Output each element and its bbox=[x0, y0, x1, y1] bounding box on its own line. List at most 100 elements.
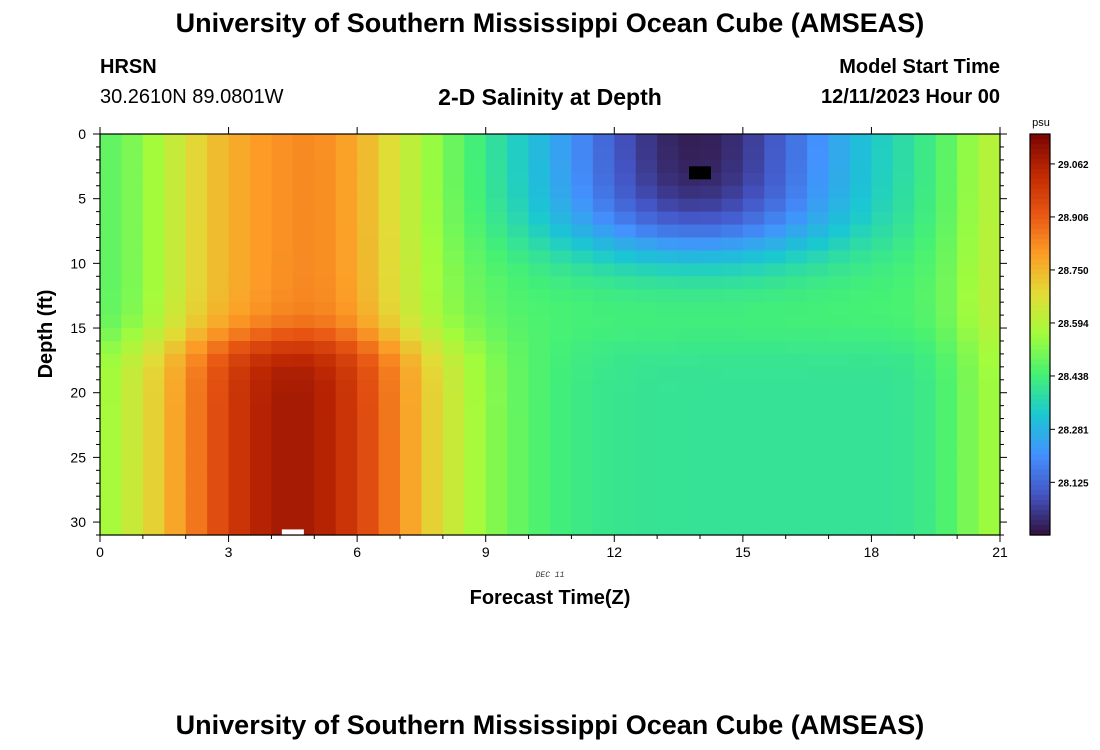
colorbar-segment bbox=[1030, 279, 1050, 285]
heatmap-cell bbox=[507, 392, 530, 407]
heatmap-cell bbox=[528, 134, 551, 148]
heatmap-cell bbox=[592, 134, 615, 148]
heatmap-cell bbox=[185, 483, 208, 497]
heatmap-cell bbox=[764, 289, 787, 303]
heatmap-cell bbox=[335, 496, 358, 510]
heatmap-cell bbox=[378, 418, 401, 433]
heatmap-cell bbox=[764, 509, 787, 523]
heatmap-cell bbox=[142, 392, 165, 407]
heatmap-cell bbox=[721, 496, 744, 510]
colorbar-segment bbox=[1030, 314, 1050, 321]
heatmap-cell bbox=[335, 379, 358, 394]
heatmap-cell bbox=[442, 172, 465, 187]
heatmap-cell bbox=[614, 483, 637, 497]
heatmap-cell bbox=[678, 353, 701, 368]
heatmap-cell bbox=[850, 289, 873, 303]
heatmap-cell bbox=[892, 211, 915, 226]
heatmap-cell bbox=[871, 418, 894, 433]
heatmap-cell bbox=[164, 159, 187, 174]
heatmap-cell bbox=[121, 470, 144, 484]
heatmap-cell bbox=[185, 340, 208, 355]
heatmap-cell bbox=[528, 483, 551, 497]
heatmap-cell bbox=[207, 457, 230, 471]
heatmap-cell bbox=[742, 509, 765, 523]
heatmap-cell bbox=[121, 198, 144, 213]
x-tick-label: 21 bbox=[992, 544, 1008, 560]
heatmap-cell bbox=[785, 302, 808, 316]
heatmap-cell bbox=[871, 146, 894, 161]
heatmap-cell bbox=[850, 483, 873, 497]
heatmap-cell bbox=[357, 315, 380, 329]
heatmap-cell bbox=[142, 418, 165, 433]
heatmap-cell bbox=[742, 457, 765, 471]
heatmap-cell bbox=[228, 289, 251, 303]
heatmap-cell bbox=[228, 237, 251, 252]
heatmap-cell bbox=[614, 509, 637, 523]
heatmap-cell bbox=[657, 328, 680, 342]
heatmap-cell bbox=[228, 302, 251, 316]
heatmap-cell bbox=[335, 483, 358, 497]
heatmap-cell bbox=[550, 328, 573, 342]
heatmap-cell bbox=[957, 496, 980, 510]
heatmap-cell bbox=[357, 457, 380, 471]
heatmap-cell bbox=[635, 340, 658, 355]
heatmap-cell bbox=[507, 224, 530, 239]
heatmap-cell bbox=[550, 302, 573, 316]
heatmap-cell bbox=[100, 250, 123, 264]
heatmap-cell bbox=[121, 250, 144, 264]
heatmap-cell bbox=[421, 496, 444, 510]
heatmap-cell bbox=[807, 289, 830, 303]
heatmap-cell bbox=[742, 522, 765, 536]
heatmap-cell bbox=[485, 496, 508, 510]
heatmap-cell bbox=[228, 224, 251, 239]
heatmap-cell bbox=[464, 263, 487, 277]
heatmap-cell bbox=[550, 405, 573, 420]
page-title: University of Southern Mississippi Ocean… bbox=[175, 8, 925, 38]
heatmap-cell bbox=[978, 146, 1001, 161]
heatmap-cell bbox=[550, 340, 573, 355]
heatmap-cell bbox=[314, 250, 337, 264]
heatmap-cell bbox=[935, 496, 958, 510]
colorbar-tick-label: 28.594 bbox=[1058, 319, 1089, 330]
heatmap-cell bbox=[742, 483, 765, 497]
heatmap-cell bbox=[464, 418, 487, 433]
heatmap-cell bbox=[914, 522, 937, 536]
heatmap-cell bbox=[314, 431, 337, 446]
heatmap-cell bbox=[914, 509, 937, 523]
heatmap-cell bbox=[721, 366, 744, 381]
heatmap-cell bbox=[614, 353, 637, 368]
y-tick-label: 0 bbox=[78, 126, 86, 142]
heatmap-cell bbox=[250, 431, 273, 446]
heatmap-cell bbox=[121, 289, 144, 303]
heatmap-cell bbox=[121, 509, 144, 523]
heatmap-cell bbox=[614, 379, 637, 394]
heatmap-cell bbox=[464, 211, 487, 226]
heatmap-cell bbox=[207, 263, 230, 277]
heatmap-cell bbox=[207, 392, 230, 407]
colorbar-segment bbox=[1030, 524, 1050, 531]
heatmap-cell bbox=[485, 340, 508, 355]
heatmap-cell bbox=[528, 224, 551, 239]
colorbar-tick-label: 28.906 bbox=[1058, 213, 1089, 224]
heatmap-cell bbox=[678, 392, 701, 407]
heatmap-cell bbox=[957, 379, 980, 394]
heatmap-cell bbox=[335, 159, 358, 174]
heatmap-cell bbox=[335, 315, 358, 329]
heatmap-cell bbox=[100, 405, 123, 420]
heatmap-cell bbox=[828, 431, 851, 446]
heatmap-cell bbox=[100, 522, 123, 536]
heatmap-cell bbox=[185, 250, 208, 264]
heatmap-cell bbox=[485, 237, 508, 252]
heatmap-cell bbox=[592, 302, 615, 316]
heatmap-cell bbox=[828, 496, 851, 510]
heatmap-cell bbox=[678, 366, 701, 381]
heatmap-cell bbox=[635, 496, 658, 510]
heatmap-cell bbox=[378, 134, 401, 148]
heatmap-cell bbox=[185, 263, 208, 277]
heatmap-cell bbox=[378, 405, 401, 420]
heatmap-cell bbox=[721, 522, 744, 536]
heatmap-cell bbox=[185, 328, 208, 342]
heatmap-cell bbox=[100, 159, 123, 174]
heatmap-cell bbox=[100, 444, 123, 458]
heatmap-cell bbox=[700, 276, 723, 290]
